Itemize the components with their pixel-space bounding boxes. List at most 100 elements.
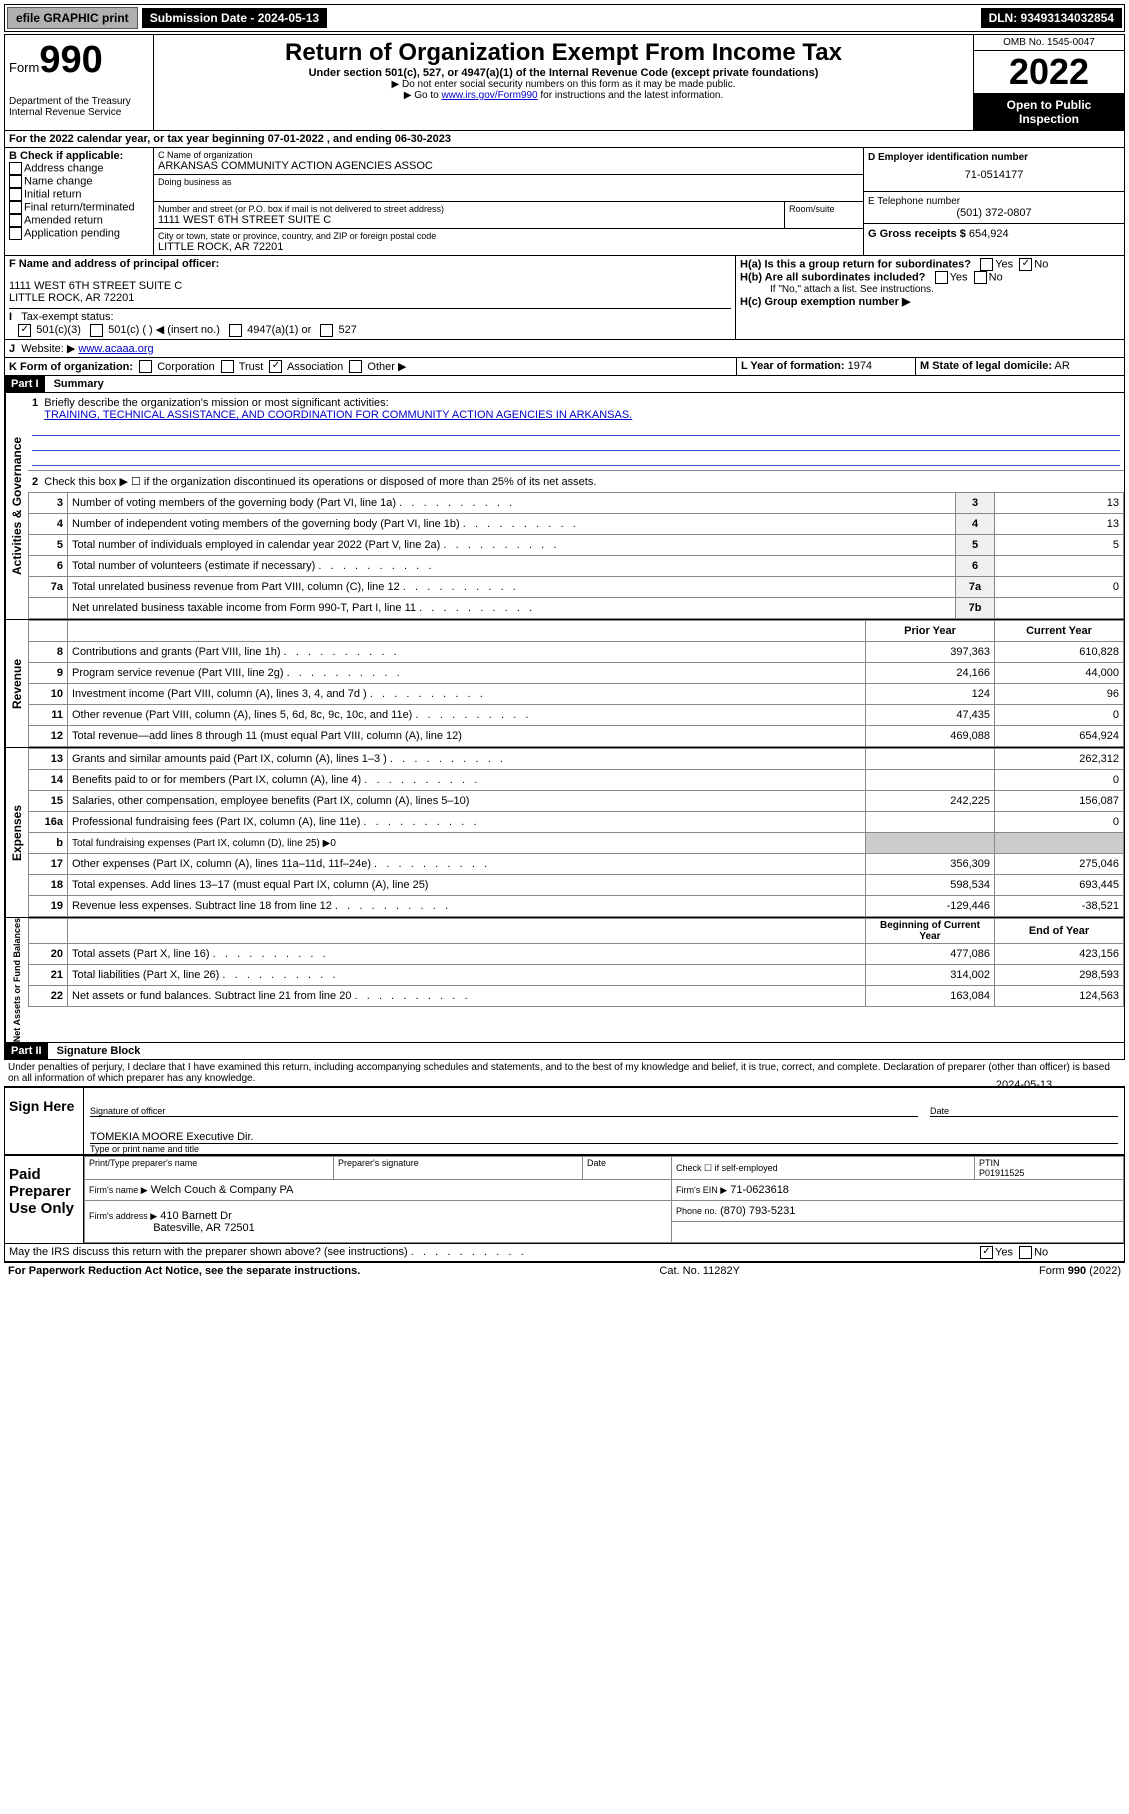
- may-irs-no[interactable]: [1019, 1246, 1032, 1259]
- submission-date: Submission Date - 2024-05-13: [142, 8, 327, 28]
- check-trust[interactable]: [221, 360, 234, 373]
- expenses-table: 13Grants and similar amounts paid (Part …: [28, 748, 1124, 917]
- may-irs-row: May the IRS discuss this return with the…: [4, 1244, 1125, 1262]
- preparer-phone: (870) 793-5231: [720, 1205, 795, 1217]
- revenue-section: Revenue Prior YearCurrent Year 8Contribu…: [4, 620, 1125, 748]
- check-assoc[interactable]: ✓: [269, 360, 282, 373]
- check-initial-return[interactable]: Initial return: [9, 188, 149, 201]
- phone-value: (501) 372-0807: [868, 207, 1120, 219]
- check-application-pending[interactable]: Application pending: [9, 227, 149, 240]
- section-fh: F Name and address of principal officer:…: [4, 256, 1125, 340]
- governance-table: 3Number of voting members of the governi…: [28, 492, 1124, 619]
- omb-number: OMB No. 1545-0047: [974, 35, 1124, 51]
- check-501c3[interactable]: ✓: [18, 324, 31, 337]
- line-j: J Website: ▶ www.acaaa.org: [4, 340, 1125, 358]
- form-label: Form: [9, 60, 39, 75]
- officer-name: TOMEKIA MOORE Executive Dir.: [90, 1131, 1118, 1143]
- officer-addr2: LITTLE ROCK, AR 72201: [9, 292, 731, 304]
- dln: DLN: 93493134032854: [981, 8, 1122, 28]
- cat-no: Cat. No. 11282Y: [659, 1265, 740, 1277]
- ein-label: D Employer identification number: [868, 152, 1120, 163]
- line-klm: K Form of organization: Corporation Trus…: [4, 358, 1125, 377]
- firm-addr1: 410 Barnett Dr: [160, 1210, 232, 1222]
- check-527[interactable]: [320, 324, 333, 337]
- type-name-label: Type or print name and title: [90, 1143, 1118, 1154]
- check-amended-return[interactable]: Amended return: [9, 214, 149, 227]
- check-name-change[interactable]: Name change: [9, 175, 149, 188]
- vert-net-assets: Net Assets or Fund Balances: [5, 918, 28, 1042]
- ha-yes[interactable]: [980, 258, 993, 271]
- ha-no[interactable]: ✓: [1019, 258, 1032, 271]
- irs-link[interactable]: www.irs.gov/Form990: [441, 90, 537, 101]
- tax-exempt-label: Tax-exempt status:: [21, 311, 113, 323]
- section-bcdeg: B Check if applicable: Address change Na…: [4, 148, 1125, 256]
- firm-addr2: Batesville, AR 72501: [153, 1222, 255, 1234]
- paid-preparer-label: Paid Preparer Use Only: [5, 1156, 84, 1243]
- hc-row: H(c) Group exemption number ▶: [740, 295, 1120, 308]
- activities-governance: Activities & Governance 1 Briefly descri…: [4, 393, 1125, 620]
- check-501c[interactable]: [90, 324, 103, 337]
- vert-revenue: Revenue: [5, 620, 28, 747]
- firm-name: Welch Couch & Company PA: [151, 1184, 294, 1196]
- form-subtitle: Under section 501(c), 527, or 4947(a)(1)…: [158, 67, 969, 79]
- officer-label: F Name and address of principal officer:: [9, 258, 731, 270]
- city-state-zip: LITTLE ROCK, AR 72201: [158, 241, 859, 253]
- form-note-link: ▶ Go to www.irs.gov/Form990 for instruct…: [158, 90, 969, 101]
- hb-no[interactable]: [974, 271, 987, 284]
- check-final-return[interactable]: Final return/terminated: [9, 201, 149, 214]
- street-label: Number and street (or P.O. box if mail i…: [158, 204, 780, 214]
- expenses-section: Expenses 13Grants and similar amounts pa…: [4, 748, 1125, 918]
- net-assets-table: Beginning of Current YearEnd of Year 20T…: [28, 918, 1124, 1007]
- room-label: Room/suite: [789, 204, 859, 214]
- footer: For Paperwork Reduction Act Notice, see …: [4, 1262, 1125, 1279]
- may-irs-yes[interactable]: ✓: [980, 1246, 993, 1259]
- irs-label: Internal Revenue Service: [9, 107, 149, 118]
- firm-ein: 71-0623618: [730, 1184, 789, 1196]
- hb-yes[interactable]: [935, 271, 948, 284]
- part1-header: Part I Summary: [4, 376, 1125, 393]
- hb-row: H(b) Are all subordinates included? Yes …: [740, 271, 1120, 284]
- vert-activities: Activities & Governance: [5, 393, 28, 619]
- check-other[interactable]: [349, 360, 362, 373]
- phone-label: E Telephone number: [868, 196, 1120, 207]
- street-address: 1111 WEST 6TH STREET SUITE C: [158, 214, 780, 226]
- tax-year: 2022: [974, 51, 1124, 94]
- line-a: For the 2022 calendar year, or tax year …: [4, 131, 1125, 148]
- officer-addr1: 1111 WEST 6TH STREET SUITE C: [9, 280, 731, 292]
- gross-receipts-value: 654,924: [969, 228, 1009, 240]
- sig-date: 2024-05-13: [924, 1079, 1124, 1091]
- form-header: Form990 Department of the Treasury Inter…: [4, 34, 1125, 131]
- form-number: 990: [39, 39, 102, 81]
- ptin-value: P01911525: [979, 1168, 1024, 1178]
- dept-treasury: Department of the Treasury: [9, 96, 149, 107]
- form-title: Return of Organization Exempt From Incom…: [158, 39, 969, 67]
- check-corp[interactable]: [139, 360, 152, 373]
- q1-label: Briefly describe the organization's miss…: [44, 397, 388, 409]
- hb-note: If "No," attach a list. See instructions…: [740, 284, 1120, 295]
- org-name: ARKANSAS COMMUNITY ACTION AGENCIES ASSOC: [158, 160, 859, 172]
- dba-label: Doing business as: [158, 177, 859, 187]
- city-label: City or town, state or province, country…: [158, 231, 859, 241]
- check-address-change[interactable]: Address change: [9, 162, 149, 175]
- box-b-label: B Check if applicable:: [9, 150, 149, 162]
- form-ref: Form 990 (2022): [1039, 1265, 1121, 1277]
- year-formation: 1974: [848, 360, 872, 372]
- part2-header: Part II Signature Block: [4, 1043, 1125, 1060]
- q2-label: Check this box ▶ ☐ if the organization d…: [44, 476, 596, 488]
- name-label: C Name of organization: [158, 150, 859, 160]
- ha-row: H(a) Is this a group return for subordin…: [740, 258, 1120, 271]
- gross-receipts-label: G Gross receipts $: [868, 228, 966, 240]
- check-4947[interactable]: [229, 324, 242, 337]
- paperwork-notice: For Paperwork Reduction Act Notice, see …: [8, 1265, 360, 1277]
- sign-here-block: Sign Here Signature of officer Date 2024…: [4, 1086, 1125, 1155]
- revenue-table: Prior YearCurrent Year 8Contributions an…: [28, 620, 1124, 747]
- form-note-ssn: ▶ Do not enter social security numbers o…: [158, 79, 969, 90]
- net-assets-section: Net Assets or Fund Balances Beginning of…: [4, 918, 1125, 1043]
- paid-preparer-block: Paid Preparer Use Only Print/Type prepar…: [4, 1155, 1125, 1244]
- domicile-state: AR: [1054, 360, 1069, 372]
- vert-expenses: Expenses: [5, 748, 28, 917]
- top-bar: efile GRAPHIC print Submission Date - 20…: [4, 4, 1125, 32]
- website-link[interactable]: www.acaaa.org: [78, 343, 153, 355]
- efile-btn[interactable]: efile GRAPHIC print: [7, 7, 138, 29]
- sign-here-label: Sign Here: [5, 1088, 84, 1154]
